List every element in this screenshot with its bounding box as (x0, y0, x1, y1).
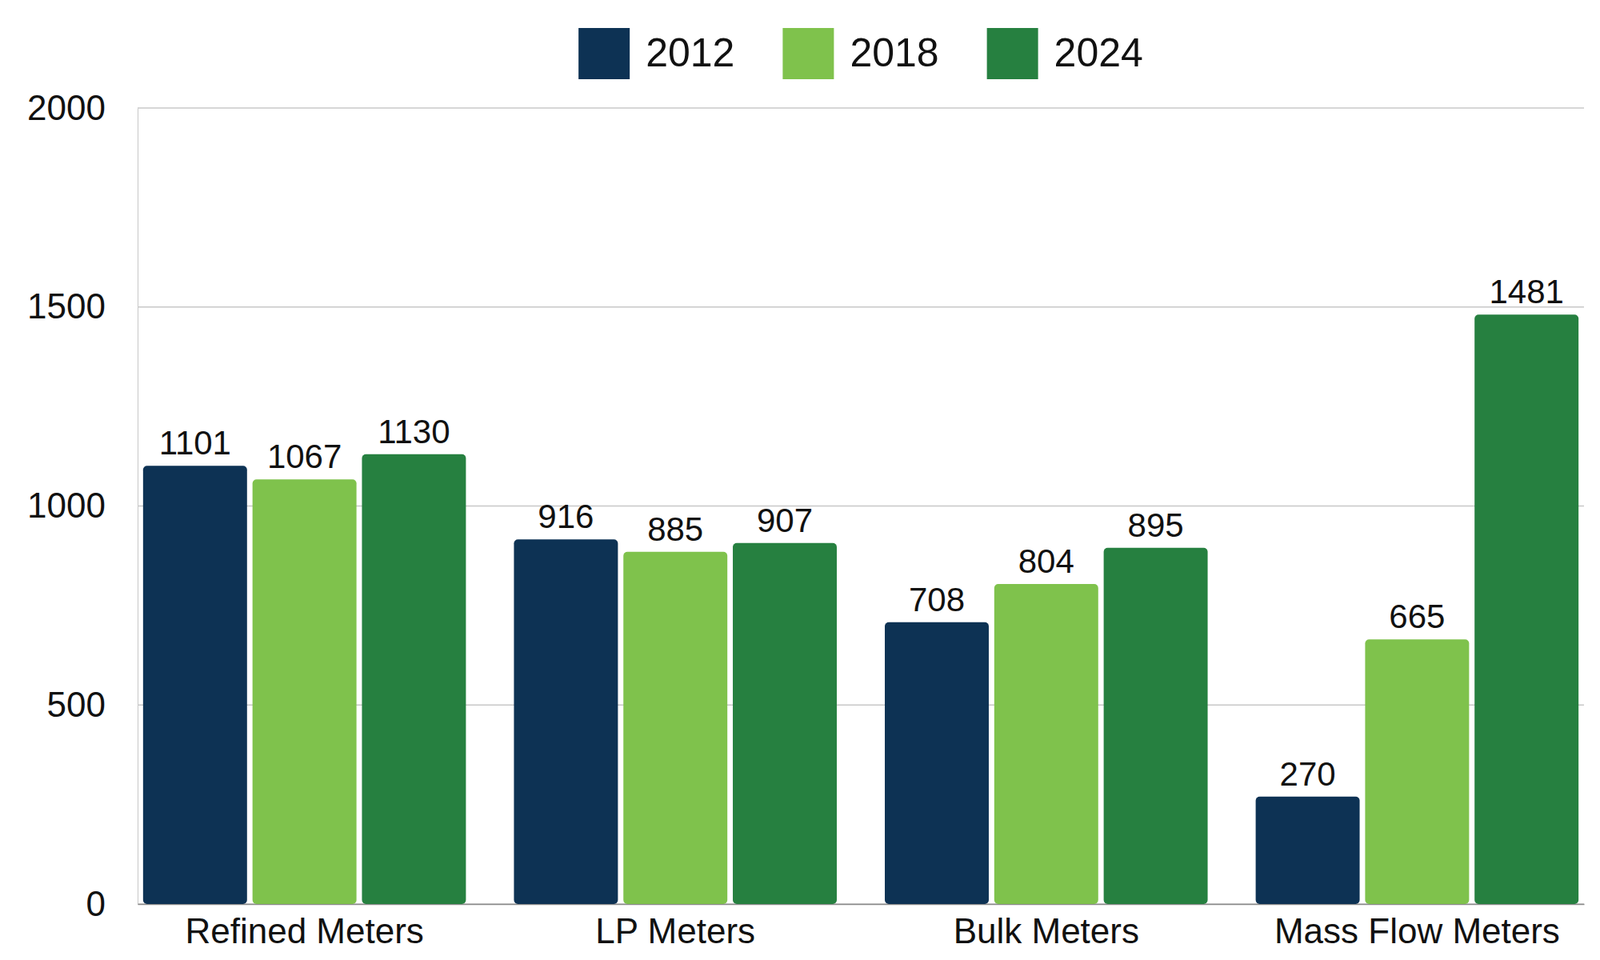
data-label: 895 (1128, 506, 1184, 544)
x-tick-label: Mass Flow Meters (1274, 911, 1560, 951)
grid (137, 108, 1584, 904)
y-tick: 1000 (27, 485, 138, 525)
y-tick-label: 500 (47, 684, 106, 724)
y-axis-line (137, 108, 139, 905)
bar (143, 465, 248, 904)
y-tick-label: 0 (86, 884, 106, 924)
data-label: 885 (647, 510, 704, 548)
data-labels: 1101 916 708 270 1067 885 804 665 1130 907 895 1481 (159, 272, 1564, 792)
legend-item: 2018 (782, 28, 939, 80)
y-axis: 0 500 1000 1500 2000 (27, 88, 138, 924)
data-label: 907 (756, 501, 813, 540)
legend-item: 2012 (578, 28, 735, 80)
legend-swatch (578, 28, 630, 80)
data-label: 1067 (267, 437, 342, 476)
grid-line (137, 306, 1584, 308)
data-label: 804 (1018, 542, 1075, 580)
bar (513, 539, 618, 904)
data-label: 665 (1388, 597, 1445, 636)
legend-label: 2024 (1054, 30, 1144, 76)
grid-line (137, 903, 1584, 904)
data-label: 1481 (1488, 272, 1564, 311)
bar (732, 543, 837, 904)
legend: 2012 2018 2024 (578, 28, 1144, 80)
x-tick-label: LP Meters (595, 911, 756, 951)
bar (884, 622, 989, 904)
x-tick-label: Refined Meters (184, 911, 424, 951)
data-label: 916 (537, 497, 594, 536)
data-label: 1130 (377, 412, 450, 451)
bar (1104, 548, 1208, 904)
plot: 0 500 1000 1500 2000 Refined Meters LP Meters B… (27, 88, 1584, 952)
grid-line (137, 107, 1584, 108)
bar (252, 479, 357, 904)
legend-swatch (782, 28, 834, 80)
y-tick-label: 1500 (27, 286, 106, 326)
bars (143, 314, 1579, 904)
bar (361, 454, 466, 904)
x-tick: Refined Meters (184, 904, 424, 951)
legend-item: 2024 (987, 28, 1144, 80)
data-label: 1101 (159, 424, 232, 462)
data-label: 708 (908, 580, 965, 619)
y-tick: 1500 (27, 286, 138, 326)
bar (1256, 796, 1360, 904)
y-tick: 2000 (27, 88, 138, 128)
y-tick-label: 1000 (27, 485, 106, 525)
x-axis: Refined Meters LP Meters Bulk Meters Mass F… (138, 904, 1585, 951)
y-tick: 500 (47, 684, 138, 724)
legend-label: 2018 (849, 30, 939, 76)
x-tick-label: Bulk Meters (953, 911, 1140, 951)
bar (1474, 314, 1579, 904)
bar (623, 552, 728, 904)
bar (1364, 639, 1469, 904)
x-tick: Bulk Meters (953, 904, 1140, 951)
x-axis-line (138, 904, 1585, 906)
y-tick-label: 2000 (27, 88, 106, 128)
legend-label: 2012 (645, 30, 735, 76)
y-tick: 0 (86, 884, 138, 924)
legend-swatch (987, 28, 1039, 80)
x-tick: LP Meters (595, 904, 756, 951)
bar (994, 584, 1099, 904)
data-label: 270 (1280, 755, 1336, 793)
x-tick: Mass Flow Meters (1274, 904, 1560, 951)
chart: 0 500 1000 1500 2000 Refined Meters LP Meters B… (0, 0, 1600, 960)
